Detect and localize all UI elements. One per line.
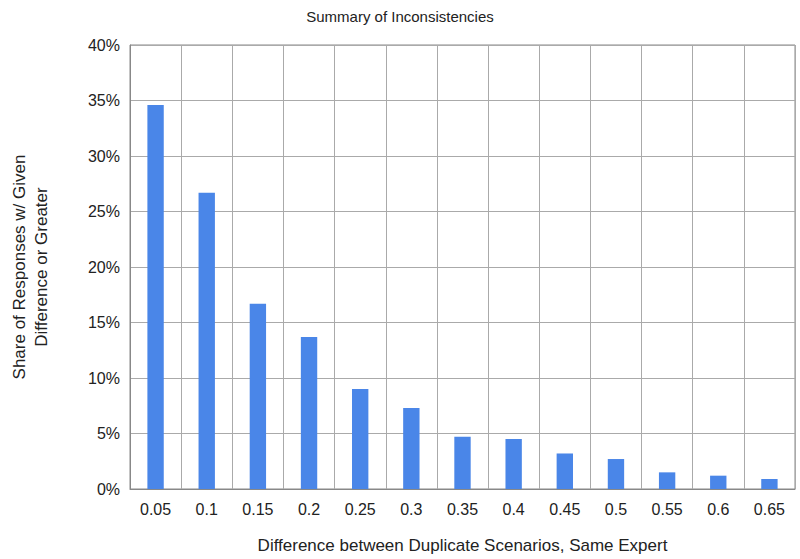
svg-text:0.4: 0.4 [503,501,525,518]
svg-text:35%: 35% [88,92,120,109]
svg-text:0.25: 0.25 [345,501,376,518]
svg-text:30%: 30% [88,148,120,165]
svg-text:0.6: 0.6 [707,501,729,518]
svg-text:0.1: 0.1 [196,501,218,518]
svg-text:0.3: 0.3 [400,501,422,518]
svg-text:0.5: 0.5 [605,501,627,518]
svg-text:Difference between Duplicate S: Difference between Duplicate Scenarios, … [258,536,668,555]
svg-text:10%: 10% [88,370,120,387]
svg-text:Share of Responses w/ Given: Share of Responses w/ Given [10,155,29,380]
svg-text:25%: 25% [88,203,120,220]
svg-text:20%: 20% [88,259,120,276]
svg-text:0%: 0% [97,481,120,498]
svg-text:Summary of Inconsistencies: Summary of Inconsistencies [306,8,494,25]
svg-text:0.35: 0.35 [447,501,478,518]
svg-text:15%: 15% [88,314,120,331]
svg-text:0.05: 0.05 [140,501,171,518]
svg-text:0.15: 0.15 [242,501,273,518]
svg-text:0.45: 0.45 [549,501,580,518]
svg-text:0.55: 0.55 [652,501,683,518]
svg-text:0.65: 0.65 [754,501,785,518]
svg-text:Difference or Greater: Difference or Greater [32,187,51,347]
svg-text:0.2: 0.2 [298,501,320,518]
svg-text:40%: 40% [88,37,120,54]
svg-text:5%: 5% [97,425,120,442]
